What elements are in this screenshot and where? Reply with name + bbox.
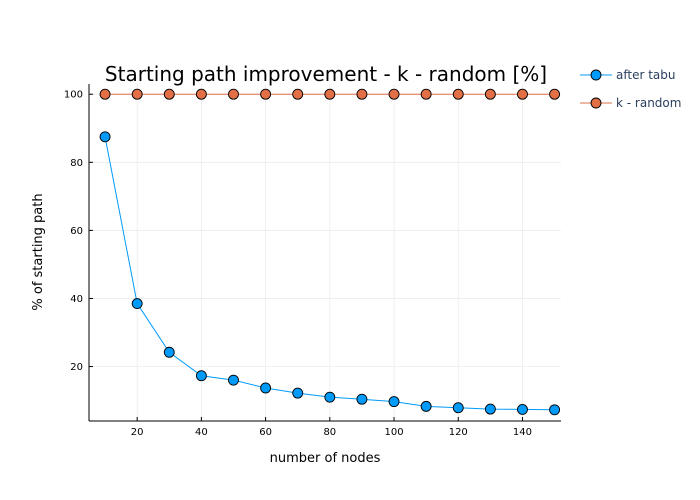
point-k-random-10	[99, 88, 111, 100]
x-axis-label: number of nodes	[270, 451, 381, 466]
y-tick-label-80: 80	[70, 158, 83, 169]
x-tick-label-100: 100	[384, 427, 403, 438]
x-tick-label-120: 120	[449, 427, 468, 438]
series-layer	[99, 88, 561, 416]
legend: after tabu k - random	[580, 68, 681, 110]
point-after-tabu-100	[388, 396, 400, 408]
point-k-random-150	[549, 88, 561, 100]
point-k-random-50	[228, 88, 239, 100]
point-after-tabu-30	[163, 346, 175, 358]
point-k-random-100	[388, 88, 400, 100]
x-tick-label-80: 80	[323, 427, 336, 438]
y-tick-label-20: 20	[70, 362, 83, 373]
y-tick-label-100: 100	[64, 90, 83, 101]
point-after-tabu-60	[260, 382, 272, 394]
y-axis-label: % of starting path	[31, 193, 46, 310]
x-tick-label-140: 140	[513, 427, 532, 438]
grid	[89, 84, 561, 421]
x-tick-label-60: 60	[259, 427, 272, 438]
point-after-tabu-110	[420, 400, 432, 412]
point-after-tabu-120	[452, 402, 464, 414]
point-after-tabu-50	[228, 374, 239, 386]
x-tick-label-20: 20	[131, 427, 144, 438]
point-after-tabu-70	[292, 387, 304, 399]
point-after-tabu-40	[195, 370, 207, 382]
point-k-random-80	[324, 88, 336, 100]
point-k-random-110	[420, 88, 432, 100]
legend-label-after-tabu: after tabu	[616, 68, 675, 82]
point-k-random-140	[517, 88, 528, 100]
x-tick-label-40: 40	[195, 427, 208, 438]
legend-marker-k-random	[590, 97, 602, 109]
point-after-tabu-90	[356, 393, 368, 405]
point-after-tabu-10	[99, 131, 111, 143]
point-k-random-40	[195, 88, 207, 100]
y-tick-label-60: 60	[70, 226, 83, 237]
point-after-tabu-130	[484, 403, 496, 415]
point-k-random-120	[452, 88, 464, 100]
point-k-random-30	[163, 88, 175, 100]
point-after-tabu-20	[131, 298, 143, 310]
chart-title: Starting path improvement - k - random […	[105, 62, 547, 86]
point-k-random-70	[292, 88, 304, 100]
point-k-random-130	[484, 88, 496, 100]
point-after-tabu-150	[549, 404, 561, 416]
ticks: 20 40 60 80 100 120 140 20 40 60 80 100	[64, 90, 532, 438]
point-after-tabu-140	[517, 403, 528, 415]
y-tick-label-40: 40	[70, 294, 83, 305]
point-after-tabu-80	[324, 391, 336, 403]
point-k-random-20	[131, 88, 143, 100]
legend-marker-after-tabu	[590, 69, 602, 81]
point-k-random-60	[260, 88, 272, 100]
point-k-random-90	[356, 88, 368, 100]
legend-label-k-random: k - random	[616, 96, 681, 110]
axes	[88, 84, 561, 422]
